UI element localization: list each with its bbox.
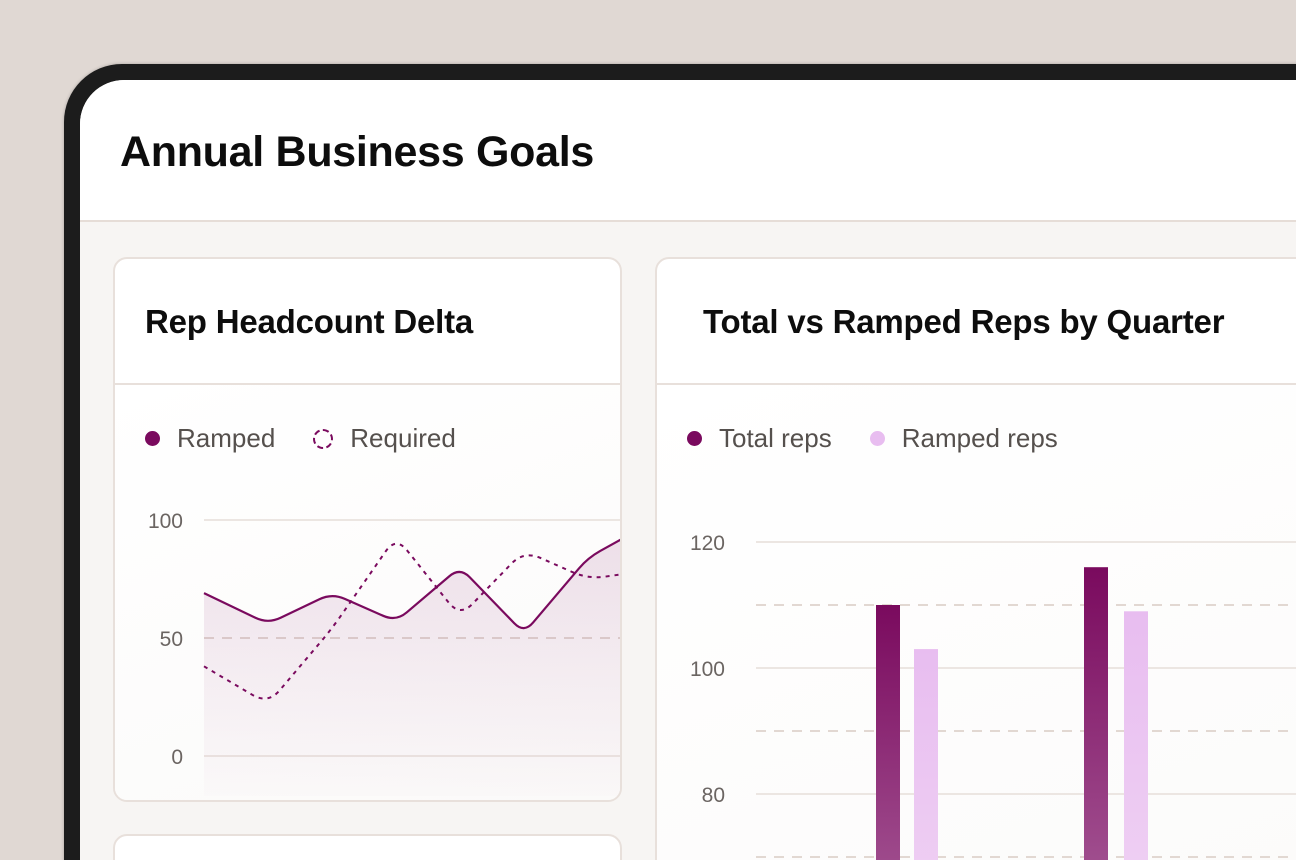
svg-text:50: 50 <box>160 628 183 651</box>
page-title: Annual Business Goals <box>120 128 594 176</box>
app-screen: Annual Business Goals Rep Headcount Delt… <box>80 80 1296 860</box>
card-body: Total reps Ramped reps 120 100 80 <box>657 385 1296 860</box>
bar-ramped-reps[interactable] <box>914 649 938 860</box>
reps-bar-chart[interactable]: 120 100 80 <box>657 385 1296 860</box>
legend-label: Total reps <box>719 423 832 453</box>
solid-dot-icon <box>145 431 160 446</box>
legend-label: Ramped reps <box>901 423 1058 453</box>
card-header: Rep Headcount Delta <box>115 259 620 385</box>
chart-legend: Total reps Ramped reps <box>687 423 1096 454</box>
headcount-line-chart[interactable]: 0 50 100 <box>115 385 622 802</box>
bar-total-reps[interactable] <box>876 605 900 860</box>
svg-text:80: 80 <box>702 784 725 807</box>
card-body: Ramped Required 0 50 100 <box>115 385 620 800</box>
svg-text:120: 120 <box>690 532 725 555</box>
svg-text:100: 100 <box>148 510 183 533</box>
chart-legend: Ramped Required <box>145 423 494 454</box>
dotted-circle-icon <box>313 428 334 449</box>
svg-text:100: 100 <box>690 658 725 681</box>
card-title: Total vs Ramped Reps by Quarter <box>703 303 1225 340</box>
legend-item-required[interactable]: Required <box>313 423 456 454</box>
card-title: Rep Headcount Delta <box>145 303 474 340</box>
headcount-delta-card: Rep Headcount Delta Ramped Required 0 50 1… <box>113 257 622 802</box>
legend-label: Required <box>350 423 456 453</box>
card-header: Total vs Ramped Reps by Quarter <box>657 259 1296 385</box>
secondary-card <box>113 834 622 860</box>
page-header: Annual Business Goals <box>80 80 1296 222</box>
reps-by-quarter-card: Total vs Ramped Reps by Quarter Total re… <box>655 257 1296 860</box>
bar-ramped-reps[interactable] <box>1124 611 1148 860</box>
legend-label: Ramped <box>177 423 276 453</box>
bar-total-reps[interactable] <box>1084 567 1108 860</box>
solid-dot-icon <box>687 431 702 446</box>
legend-item-ramped[interactable]: Ramped <box>145 423 275 454</box>
legend-item-total-reps[interactable]: Total reps <box>687 423 832 454</box>
solid-dot-icon <box>869 431 885 446</box>
svg-text:0: 0 <box>171 746 183 769</box>
legend-item-ramped-reps[interactable]: Ramped reps <box>869 423 1058 454</box>
